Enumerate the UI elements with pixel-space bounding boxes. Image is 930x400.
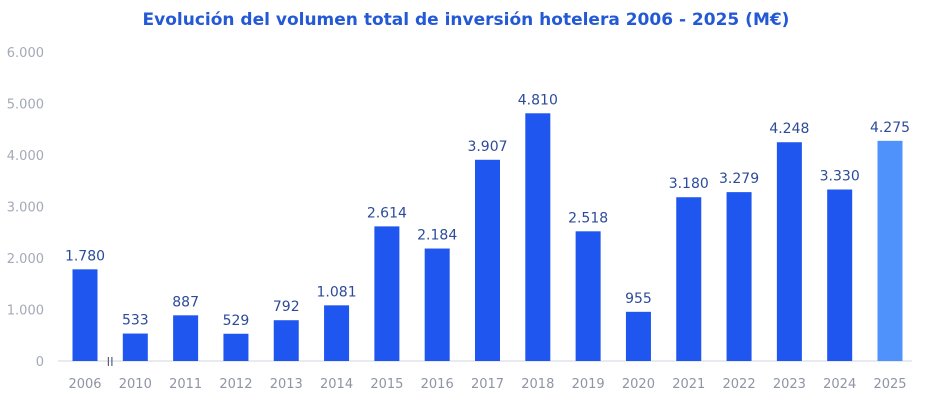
x-tick-label: 2006: [68, 377, 101, 392]
data-label-2020: 955: [625, 291, 652, 307]
bar-2013: [273, 320, 299, 361]
data-label-2021: 3.180: [669, 176, 709, 192]
y-tick-label: 5.000: [7, 98, 44, 113]
y-tick-label: 4.000: [7, 149, 44, 164]
x-tick-label: 2017: [471, 377, 504, 392]
data-label-2006: 1.780: [65, 248, 105, 264]
data-label-2017: 3.907: [467, 139, 507, 155]
data-label-2015: 2.614: [367, 205, 407, 221]
bar-2011: [173, 315, 199, 361]
x-tick-label: 2016: [421, 377, 454, 392]
y-tick-label: 0: [36, 355, 44, 370]
x-tick-label: 2018: [521, 377, 554, 392]
y-tick-label: 1.000: [7, 304, 44, 319]
x-tick-label: 2021: [672, 377, 705, 392]
y-tick-label: 3.000: [7, 201, 44, 216]
x-tick-label: 2014: [320, 377, 353, 392]
x-axis: 2006 2010 2011 2012 2013 2014 2015 2016 2017 2018…: [68, 377, 906, 392]
bar-2019: [575, 231, 601, 361]
x-tick-label: 2020: [622, 377, 655, 392]
bar-2012: [223, 333, 249, 361]
x-tick-label: 2015: [370, 377, 403, 392]
data-label-2019: 2.518: [568, 210, 608, 226]
data-label-2016: 2.184: [417, 228, 457, 244]
x-tick-label: 2010: [119, 377, 152, 392]
bar-2017: [475, 159, 500, 361]
x-tick-label: 2024: [823, 377, 856, 392]
data-label-2023: 4.248: [769, 121, 809, 137]
bar-2006: [72, 269, 98, 361]
x-tick-label: 2011: [169, 377, 202, 392]
x-tick-label: 2019: [572, 377, 605, 392]
bar-2025: [877, 140, 903, 361]
data-label-2018: 4.810: [518, 92, 558, 108]
x-tick-label: 2013: [270, 377, 303, 392]
data-label-2025: 4.275: [870, 120, 910, 136]
bar-2014: [324, 305, 350, 361]
bar-2023: [776, 142, 802, 361]
x-tick-label: 2025: [873, 377, 906, 392]
data-label-2011: 887: [172, 294, 199, 310]
data-label-2012: 529: [223, 313, 250, 329]
bar-2022: [726, 192, 752, 361]
data-label-2010: 533: [122, 313, 149, 329]
bar-2018: [525, 113, 551, 361]
bar-2024: [827, 189, 853, 361]
data-label-2014: 1.081: [317, 284, 357, 300]
x-tick-label: 2022: [723, 377, 756, 392]
data-label-2013: 792: [273, 299, 300, 315]
x-tick-label: 2012: [219, 377, 252, 392]
bar-2021: [676, 197, 702, 361]
bar-2016: [424, 248, 450, 361]
bar-2010: [122, 333, 148, 361]
chart-title: Evolución del volumen total de inversión…: [143, 10, 790, 30]
x-tick-label: 2023: [773, 377, 806, 392]
bar-2015: [374, 226, 400, 361]
y-tick-label: 2.000: [7, 252, 44, 267]
data-label-2024: 3.330: [820, 169, 860, 185]
bars: 1.780 533 887 529 792 1.081 2.614 2.184 3.907 4.8…: [65, 92, 910, 361]
data-label-2022: 3.279: [719, 171, 759, 187]
y-tick-label: 6.000: [7, 46, 44, 61]
bar-2020: [625, 311, 651, 361]
y-axis: 0 1.000 2.000 3.000 4.000 5.000 6.000: [7, 46, 44, 370]
axis-break-marker: II: [107, 355, 114, 369]
